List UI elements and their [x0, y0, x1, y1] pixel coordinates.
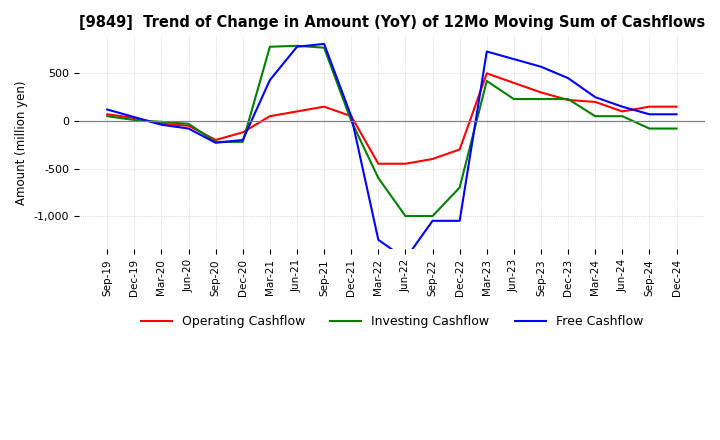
Free Cashflow: [564, 76, 572, 81]
Free Cashflow: [238, 137, 247, 143]
Operating Cashflow: [591, 99, 600, 105]
Operating Cashflow: [482, 71, 491, 76]
Investing Cashflow: [428, 213, 437, 219]
Free Cashflow: [645, 112, 654, 117]
Operating Cashflow: [645, 104, 654, 109]
Investing Cashflow: [455, 185, 464, 190]
Free Cashflow: [510, 56, 518, 62]
Investing Cashflow: [157, 119, 166, 125]
Line: Free Cashflow: Free Cashflow: [107, 44, 677, 259]
Investing Cashflow: [672, 126, 681, 131]
Y-axis label: Amount (million yen): Amount (million yen): [15, 80, 28, 205]
Operating Cashflow: [293, 109, 302, 114]
Investing Cashflow: [130, 117, 139, 123]
Free Cashflow: [157, 122, 166, 128]
Investing Cashflow: [536, 96, 545, 102]
Operating Cashflow: [672, 104, 681, 109]
Investing Cashflow: [482, 78, 491, 84]
Investing Cashflow: [401, 213, 410, 219]
Investing Cashflow: [293, 43, 302, 48]
Operating Cashflow: [184, 123, 193, 128]
Operating Cashflow: [266, 114, 274, 119]
Free Cashflow: [293, 44, 302, 49]
Investing Cashflow: [238, 139, 247, 144]
Investing Cashflow: [347, 118, 356, 124]
Investing Cashflow: [510, 96, 518, 102]
Operating Cashflow: [238, 130, 247, 135]
Line: Operating Cashflow: Operating Cashflow: [107, 73, 677, 164]
Operating Cashflow: [374, 161, 382, 166]
Free Cashflow: [482, 49, 491, 54]
Free Cashflow: [266, 77, 274, 83]
Operating Cashflow: [103, 112, 112, 117]
Operating Cashflow: [401, 161, 410, 166]
Investing Cashflow: [266, 44, 274, 49]
Investing Cashflow: [564, 96, 572, 102]
Investing Cashflow: [374, 176, 382, 181]
Investing Cashflow: [212, 139, 220, 144]
Operating Cashflow: [510, 80, 518, 85]
Operating Cashflow: [320, 104, 328, 109]
Free Cashflow: [103, 107, 112, 112]
Operating Cashflow: [347, 114, 356, 119]
Free Cashflow: [455, 218, 464, 224]
Investing Cashflow: [320, 45, 328, 50]
Line: Investing Cashflow: Investing Cashflow: [107, 46, 677, 216]
Title: [9849]  Trend of Change in Amount (YoY) of 12Mo Moving Sum of Cashflows: [9849] Trend of Change in Amount (YoY) o…: [78, 15, 705, 30]
Operating Cashflow: [212, 137, 220, 143]
Free Cashflow: [320, 41, 328, 47]
Investing Cashflow: [618, 114, 626, 119]
Free Cashflow: [184, 126, 193, 131]
Free Cashflow: [130, 114, 139, 120]
Operating Cashflow: [455, 147, 464, 152]
Free Cashflow: [591, 95, 600, 100]
Free Cashflow: [618, 104, 626, 109]
Free Cashflow: [428, 218, 437, 224]
Operating Cashflow: [428, 156, 437, 161]
Operating Cashflow: [536, 90, 545, 95]
Free Cashflow: [212, 140, 220, 146]
Operating Cashflow: [618, 109, 626, 114]
Operating Cashflow: [157, 121, 166, 126]
Free Cashflow: [347, 114, 356, 119]
Legend: Operating Cashflow, Investing Cashflow, Free Cashflow: Operating Cashflow, Investing Cashflow, …: [135, 310, 648, 333]
Investing Cashflow: [645, 126, 654, 131]
Free Cashflow: [536, 64, 545, 70]
Investing Cashflow: [103, 114, 112, 119]
Free Cashflow: [672, 112, 681, 117]
Free Cashflow: [374, 237, 382, 242]
Investing Cashflow: [184, 121, 193, 126]
Operating Cashflow: [564, 97, 572, 103]
Free Cashflow: [401, 256, 410, 261]
Investing Cashflow: [591, 114, 600, 119]
Operating Cashflow: [130, 115, 139, 121]
